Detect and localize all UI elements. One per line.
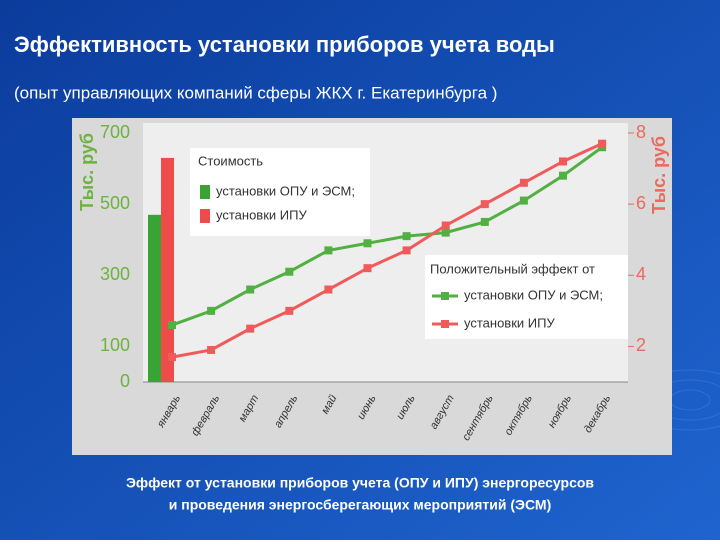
legend-swatch <box>200 209 210 223</box>
legend-title: Положительный эффект от <box>430 261 595 276</box>
marker <box>324 246 333 255</box>
legend-label: установки ИПУ <box>464 315 555 330</box>
caption: и проведения энергосберегающих мероприят… <box>169 497 552 513</box>
y2-axis-label: Тыс. руб <box>649 136 669 214</box>
marker <box>402 246 411 255</box>
marker <box>363 239 372 248</box>
line <box>171 146 603 327</box>
bar <box>148 214 161 382</box>
bar-legend <box>190 148 370 236</box>
marker <box>207 345 216 354</box>
y2-tick-label: 2 <box>636 335 646 355</box>
legend-label: установки ОПУ и ЭСМ; <box>216 183 355 198</box>
line-legend <box>425 255 628 339</box>
y-tick-label: 700 <box>100 122 130 142</box>
slide-subtitle: (опыт управляющих компаний сферы ЖКХ г. … <box>14 83 497 102</box>
legend-marker <box>441 320 449 328</box>
marker <box>441 221 450 230</box>
y-tick-label: 0 <box>120 371 130 391</box>
legend-swatch <box>200 185 210 199</box>
legend-marker <box>441 292 449 300</box>
marker <box>246 285 255 294</box>
marker <box>559 171 567 180</box>
marker <box>480 217 489 226</box>
marker <box>363 264 372 273</box>
y-tick-label: 100 <box>100 335 130 355</box>
marker <box>168 321 176 330</box>
marker <box>207 306 216 315</box>
y2-tick-label: 6 <box>636 193 646 213</box>
slide-title: Эффективность установки приборов учета в… <box>14 32 555 57</box>
legend-label: установки ИПУ <box>216 207 307 222</box>
marker <box>324 285 333 294</box>
caption: Эффект от установки приборов учета (ОПУ … <box>126 475 594 491</box>
marker <box>519 196 528 205</box>
marker <box>285 306 294 315</box>
marker <box>285 267 294 276</box>
y-tick-label: 300 <box>100 264 130 284</box>
marker <box>598 139 607 148</box>
y-tick-label: 500 <box>100 193 130 213</box>
y2-tick-label: 8 <box>636 122 646 142</box>
marker <box>402 232 411 241</box>
marker <box>246 324 255 333</box>
y-axis-label: Тыс. руб <box>77 133 97 211</box>
marker <box>441 228 450 237</box>
marker <box>559 157 567 166</box>
marker <box>480 200 489 209</box>
legend-title: Стоимость <box>198 153 263 168</box>
marker <box>168 353 176 362</box>
line <box>171 142 603 359</box>
legend-label: установки ОПУ и ЭСМ; <box>464 287 603 302</box>
y2-tick-label: 4 <box>636 264 646 284</box>
bar <box>161 157 174 382</box>
marker <box>519 178 528 187</box>
